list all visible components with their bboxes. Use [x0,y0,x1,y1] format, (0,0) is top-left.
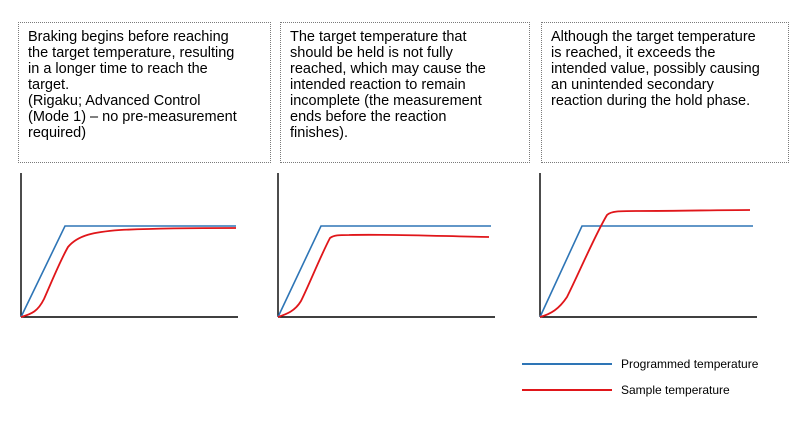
legend-programmed-swatch [522,363,612,365]
graph-early-braking [20,173,238,318]
callout-early-braking: Braking begins before reaching the targe… [18,22,271,163]
sample-temperature-line [277,233,490,318]
sample-temperature-line [539,209,751,318]
graph-not-reached [277,173,495,318]
callout-overshoot: Although the target temperature is reach… [541,22,789,163]
sample-temperature-line [20,227,237,318]
programmed-temperature-line [539,225,753,318]
legend-programmed-label: Programmed temperature [621,357,759,371]
programmed-temperature-line [20,225,236,318]
programmed-temperature-line [277,225,491,318]
legend-sample-label: Sample temperature [621,383,730,397]
callout-not-reached: The target temperature that should be he… [280,22,530,163]
graph-overshoot [539,173,757,318]
legend-sample-swatch [522,389,612,391]
